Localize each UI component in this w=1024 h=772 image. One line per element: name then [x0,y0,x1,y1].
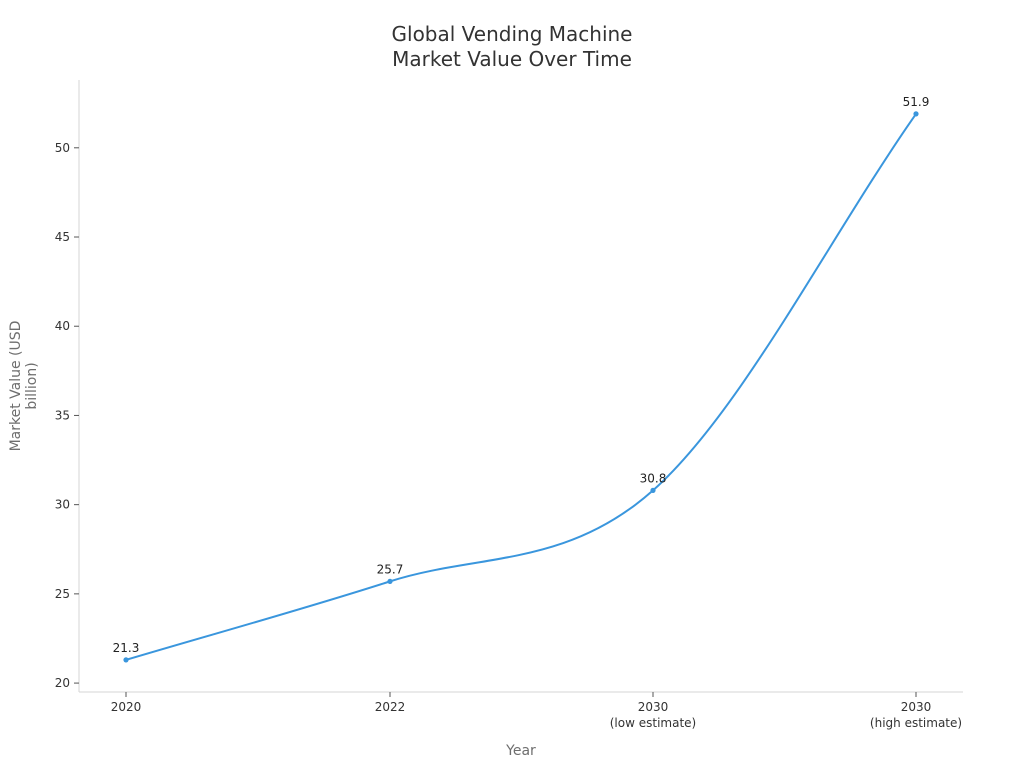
y-axis-ticks: 20 25 30 35 40 45 50 [55,141,79,690]
data-label: 25.7 [377,562,404,576]
y-tick-label: 20 [55,676,70,690]
series-layer [125,113,917,661]
x-axis-title: Year [505,743,536,759]
y-tick-label: 50 [55,141,70,155]
data-point [387,578,393,584]
data-point [913,111,919,117]
y-axis-title: Market Value (USD billion) [8,321,40,452]
data-points [123,111,919,663]
y-tick-label: 25 [55,587,70,601]
chart-title: Global Vending Machine Market Value Over… [392,22,633,71]
data-label: 21.3 [113,641,140,655]
x-tick-label: 2030 [901,700,932,714]
y-axis-title-line-1: Market Value (USD [8,321,24,452]
x-tick-label: (high estimate) [870,716,962,730]
data-label: 51.9 [903,95,930,109]
chart-title-line-1: Global Vending Machine [392,22,633,46]
x-tick-label: 2022 [375,700,406,714]
y-tick-label: 30 [55,498,70,512]
y-tick-label: 35 [55,408,70,422]
y-axis-title-line-2: billion) [24,362,40,409]
data-labels: 21.3 25.7 30.8 51.9 [113,95,930,655]
series-line [125,113,917,661]
y-tick-label: 40 [55,319,70,333]
x-tick-label: (low estimate) [610,716,696,730]
data-point [650,487,656,493]
y-tick-label: 45 [55,230,70,244]
x-tick-label: 2030 [638,700,669,714]
data-point [123,657,129,663]
chart-title-line-2: Market Value Over Time [392,47,632,71]
x-tick-label: 2020 [111,700,142,714]
data-label: 30.8 [640,471,667,485]
x-axis-ticks: 2020 2022 2030 (low estimate) 2030 (high esti… [111,692,962,730]
